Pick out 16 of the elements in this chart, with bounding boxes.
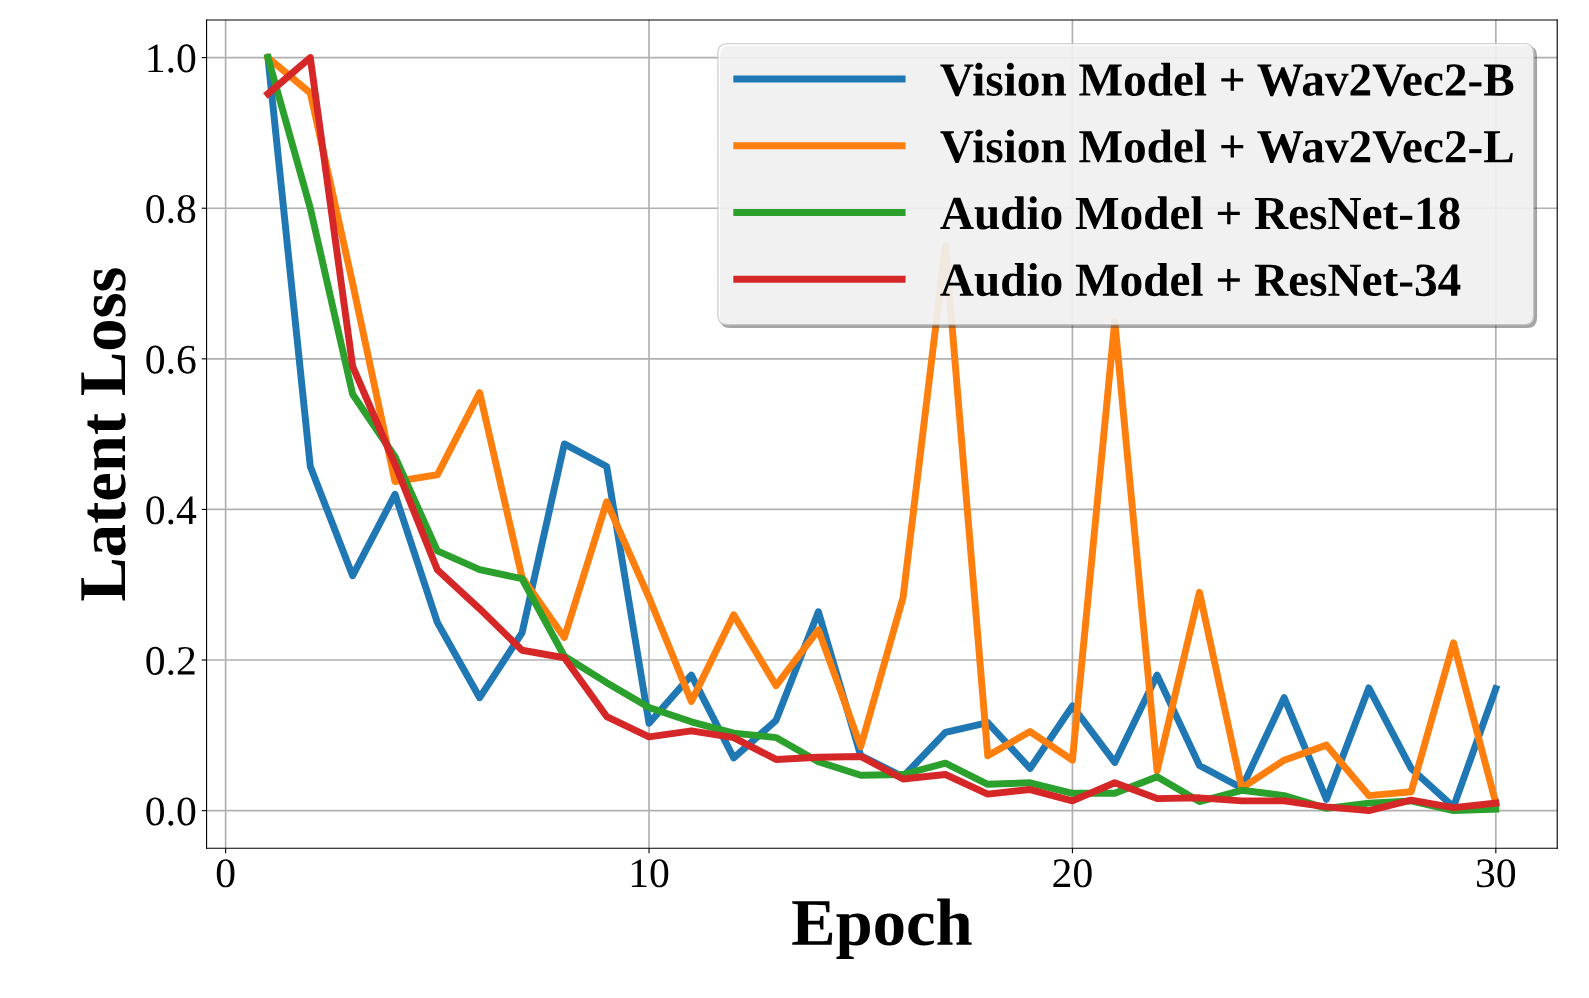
- legend-label: Audio Model + ResNet-18: [940, 196, 1460, 230]
- y-tick-label: 0.8: [146, 194, 196, 224]
- x-axis-title: Epoch: [792, 898, 972, 960]
- y-tick-label: 0.2: [146, 646, 195, 676]
- y-axis-title: Latent Loss: [81, 268, 126, 601]
- x-tick-label: 30: [1476, 859, 1516, 888]
- y-tick-label: 0.4: [146, 496, 197, 525]
- legend-label: Audio Model + ResNet-34: [940, 262, 1461, 297]
- y-tick-label: 0.0: [146, 797, 196, 826]
- legend-label: Vision Model + Wav2Vec2-B: [940, 62, 1514, 97]
- x-tick-label: 20: [1053, 859, 1092, 888]
- y-tick-label: 1.0: [148, 44, 196, 73]
- y-tick-label: 0.6: [146, 345, 196, 374]
- x-tick-label: 0: [216, 859, 235, 888]
- legend-label: Vision Model + Wav2Vec2-L: [940, 129, 1513, 163]
- x-tick-label: 10: [631, 859, 669, 888]
